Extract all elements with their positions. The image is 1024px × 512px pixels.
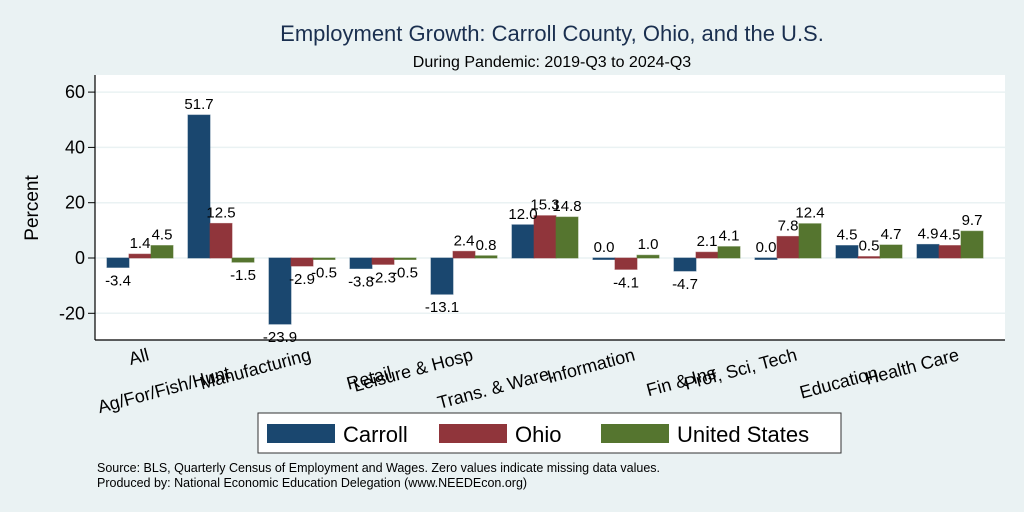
- y-tick-label: 60: [65, 82, 85, 102]
- data-label: 0.0: [594, 239, 615, 256]
- y-axis-label: Percent: [22, 175, 43, 241]
- data-label: 4.9: [918, 225, 939, 242]
- bar-ohio: [290, 257, 314, 267]
- bar-carroll: [592, 257, 616, 260]
- legend-swatch: [267, 424, 335, 443]
- bar-ohio: [938, 245, 962, 259]
- y-tick-label: -20: [59, 303, 85, 323]
- data-label: 12.4: [795, 205, 824, 222]
- bar-united-states: [798, 223, 822, 259]
- category-label: Trans. & Ware.: [435, 363, 556, 413]
- data-label: 0.0: [756, 239, 777, 256]
- bar-ohio: [371, 257, 395, 265]
- data-label: 0.8: [476, 237, 497, 254]
- bar-ohio: [857, 256, 881, 259]
- plot-area: [95, 75, 1005, 340]
- bar-carroll: [187, 114, 211, 259]
- bar-united-states: [474, 255, 498, 259]
- bar-united-states: [231, 257, 255, 263]
- data-label: 12.0: [508, 206, 537, 223]
- bar-united-states: [960, 230, 984, 259]
- data-label: -23.9: [263, 329, 297, 346]
- data-label: 2.4: [454, 232, 475, 249]
- bar-united-states: [555, 216, 579, 259]
- data-label: 1.4: [130, 235, 151, 252]
- data-label: 4.5: [152, 227, 173, 244]
- y-ticks: -20 0 20 40 60: [59, 82, 95, 323]
- category-label: Health Care: [863, 345, 961, 389]
- bar-carroll: [106, 257, 130, 268]
- bar-carroll: [349, 257, 373, 270]
- data-label: -3.4: [105, 272, 131, 289]
- legend-label: Ohio: [515, 422, 561, 447]
- data-label: -3.8: [348, 274, 374, 291]
- data-label: 4.7: [881, 226, 902, 243]
- y-tick-label: 40: [65, 137, 85, 157]
- bar-united-states: [717, 246, 741, 259]
- producer-note: Produced by: National Economic Education…: [97, 476, 527, 490]
- legend-label: United States: [677, 422, 809, 447]
- data-label: -1.5: [230, 267, 256, 284]
- data-label: 12.5: [206, 204, 235, 221]
- data-label: -13.1: [425, 299, 459, 316]
- data-label: 51.7: [184, 96, 213, 113]
- bars: [106, 114, 984, 325]
- bar-united-states: [150, 245, 174, 259]
- data-label: -2.9: [289, 271, 315, 288]
- data-label: -0.5: [311, 264, 337, 281]
- data-label: -4.7: [672, 276, 698, 293]
- bar-united-states: [393, 257, 417, 260]
- legend-swatch: [439, 424, 507, 443]
- bar-ohio: [128, 253, 152, 259]
- bar-united-states: [312, 257, 336, 260]
- legend-swatch: [601, 424, 669, 443]
- category-label: Information: [545, 345, 637, 388]
- bar-ohio: [695, 251, 719, 259]
- bar-carroll: [511, 224, 535, 259]
- bar-carroll: [754, 257, 778, 260]
- bar-carroll: [916, 243, 940, 259]
- y-tick-label: 20: [65, 193, 85, 213]
- data-label: 0.5: [859, 238, 880, 255]
- data-label: 14.8: [552, 198, 581, 215]
- y-tick-label: 0: [75, 248, 85, 268]
- data-label: -4.1: [613, 274, 639, 291]
- data-label: 4.1: [719, 228, 740, 245]
- data-label: 7.8: [778, 217, 799, 234]
- category-label: Prof, Sci, Tech: [682, 345, 799, 394]
- data-label: 1.0: [638, 236, 659, 253]
- data-label: 9.7: [962, 212, 983, 229]
- bar-carroll: [835, 245, 859, 259]
- bar-carroll: [268, 257, 292, 325]
- data-labels: -3.41.44.551.712.5-1.5-23.9-2.9-0.5-3.8-…: [105, 96, 982, 346]
- data-label: 4.5: [940, 227, 961, 244]
- data-label: 4.5: [837, 227, 858, 244]
- bar-ohio: [776, 235, 800, 259]
- bar-ohio: [209, 222, 233, 259]
- legend-label: Carroll: [343, 422, 408, 447]
- chart-subtitle: During Pandemic: 2019-Q3 to 2024-Q3: [413, 54, 691, 71]
- bar-ohio: [452, 250, 476, 259]
- legend-box: [257, 412, 842, 454]
- data-label: 15.3: [530, 197, 559, 214]
- source-note: Source: BLS, Quarterly Census of Employm…: [97, 461, 660, 475]
- bar-united-states: [636, 254, 660, 259]
- category-label: All: [127, 345, 152, 369]
- bar-carroll: [673, 257, 697, 272]
- data-label: -2.3: [370, 269, 396, 286]
- category-label: Manufacturing: [198, 345, 313, 394]
- bar-united-states: [879, 244, 903, 259]
- legend: Carroll Ohio United States: [257, 412, 842, 454]
- chart-title: Employment Growth: Carroll County, Ohio,…: [280, 21, 824, 46]
- bar-ohio: [614, 257, 638, 270]
- data-label: -0.5: [392, 264, 418, 281]
- bar-carroll: [430, 257, 454, 295]
- data-label: 2.1: [697, 233, 718, 250]
